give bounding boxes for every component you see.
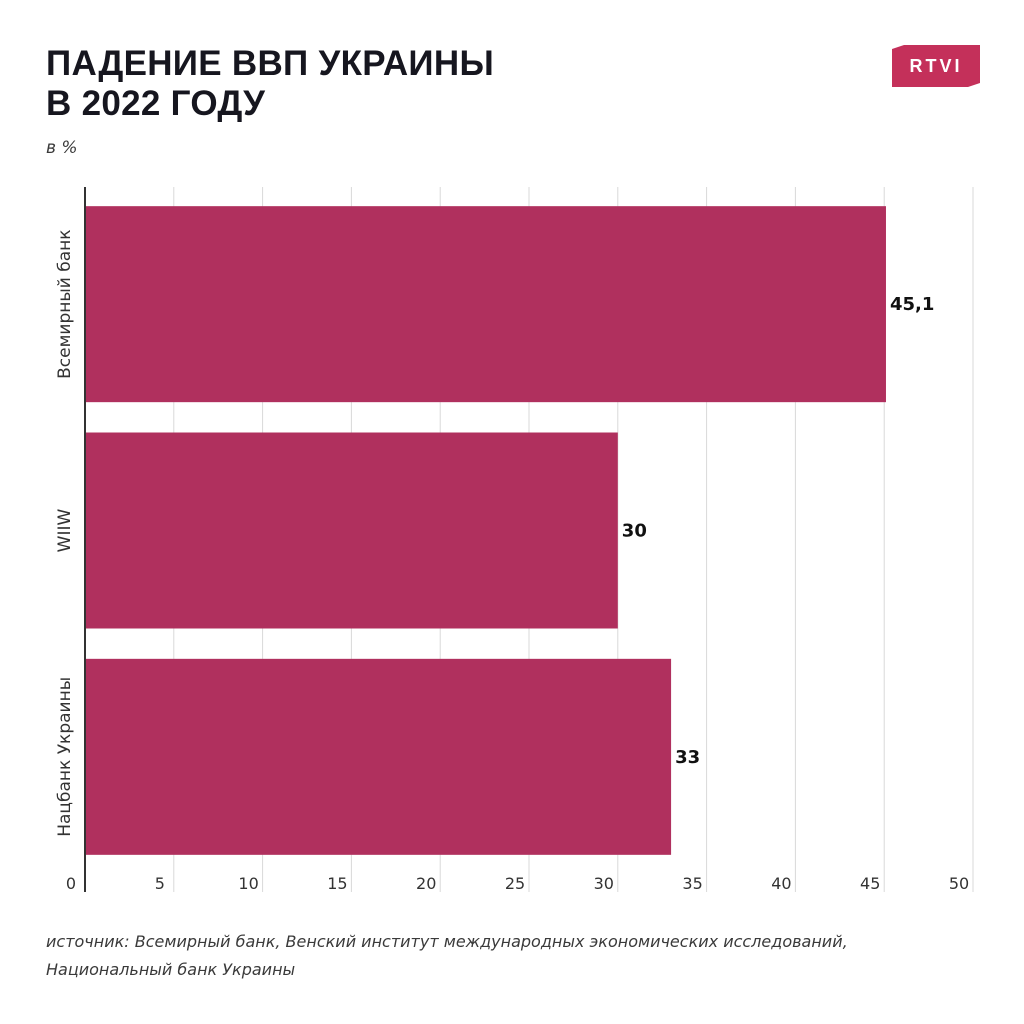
x-tick-label: 0 [66,874,76,893]
x-tick-label: 15 [327,874,347,893]
chart-title: ПАДЕНИЕ ВВП УКРАИНЫ В 2022 ГОДУ [46,44,494,124]
bar-1 [85,432,618,629]
source-line-2: Национальный банк Украины [46,960,296,979]
bar-0 [85,206,886,403]
x-tick-label: 50 [949,874,969,893]
bar-value-label: 45,1 [890,294,934,315]
source-line-1: источник: Всемирный банк, Венский инстит… [46,932,848,951]
source-note: источник: Всемирный банк, Венский инстит… [46,928,976,984]
x-tick-label: 20 [416,874,436,893]
bar-2 [85,658,672,855]
logo-text: RTVI [909,56,962,76]
category-label: Нацбанк Украины [55,677,75,837]
x-tick-label: 30 [594,874,614,893]
bar-value-label: 30 [622,521,647,542]
x-tick-label: 45 [860,874,880,893]
chart-title-line-2: В 2022 ГОДУ [46,84,266,123]
x-tick-label: 40 [771,874,791,893]
x-tick-label: 10 [238,874,258,893]
rtvi-logo: RTVI [892,45,980,87]
unit-label: в % [46,138,78,158]
x-tick-label: 5 [155,874,165,893]
x-tick-label: 35 [682,874,702,893]
chart-title-line-1: ПАДЕНИЕ ВВП УКРАИНЫ [46,44,495,83]
category-label: Всемирный банк [55,229,75,378]
bar-value-label: 33 [675,747,700,768]
x-tick-label: 25 [505,874,525,893]
category-label: WIIW [55,508,75,552]
